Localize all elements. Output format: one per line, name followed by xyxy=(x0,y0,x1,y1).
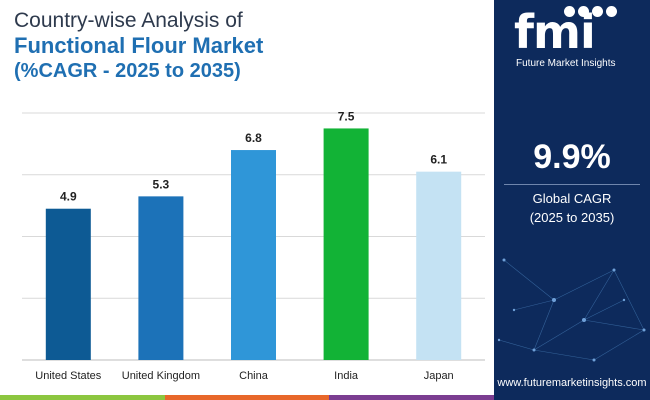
bottom-bar-segment xyxy=(329,395,495,400)
data-label: 6.8 xyxy=(245,131,262,145)
bar-united-kingdom xyxy=(138,196,184,360)
chart-title: Country-wise Analysis of Functional Flou… xyxy=(14,8,484,83)
data-label: 7.5 xyxy=(338,109,355,123)
bar-united-states xyxy=(45,208,91,360)
global-cagr-label: Global CAGR (2025 to 2035) xyxy=(494,189,650,227)
data-label: 5.3 xyxy=(153,177,170,191)
logo-dot-icon xyxy=(564,6,575,17)
logo-dot-icon xyxy=(578,6,589,17)
logo-icons xyxy=(564,4,634,20)
network-graphic xyxy=(497,258,646,362)
company-logo: fmi Future Market Insights xyxy=(494,0,650,80)
bar-china xyxy=(231,150,276,360)
global-cagr-value: 9.9% xyxy=(533,138,611,176)
website-url: www.futuremarketinsights.com xyxy=(497,377,647,389)
title-line-2: Functional Flour Market xyxy=(14,33,264,58)
logo-text: fmi xyxy=(514,5,596,59)
logo-dot-icon xyxy=(606,6,617,17)
x-tick-label: Japan xyxy=(424,370,454,382)
title-line-1: Country-wise Analysis of xyxy=(14,9,243,32)
bottom-color-bar xyxy=(0,395,495,400)
info-panel: fmi Future Market Insights 9.9% Global C… xyxy=(494,0,650,400)
x-tick-label: United States xyxy=(35,370,102,382)
bar-india xyxy=(323,128,369,360)
bottom-bar-segment xyxy=(164,395,330,400)
x-tick-label: India xyxy=(334,370,359,382)
bar-chart-svg: 4.9 United States 5.3 United Kingdom 6.8 Chin… xyxy=(22,109,485,382)
data-label: 6.1 xyxy=(430,153,447,167)
stat-label-line-1: Global CAGR xyxy=(532,191,612,206)
stat-divider xyxy=(504,184,640,185)
logo-dot-icon xyxy=(592,6,603,17)
title-line-3: (%CAGR - 2025 to 2035) xyxy=(14,60,241,82)
x-tick-label: United Kingdom xyxy=(122,370,200,382)
data-label: 4.9 xyxy=(60,190,77,204)
x-tick-label: China xyxy=(239,370,269,382)
stat-label-line-2: (2025 to 2035) xyxy=(529,210,615,225)
logo-subtitle: Future Market Insights xyxy=(516,58,616,69)
bottom-bar-segment xyxy=(0,395,165,400)
bar-japan xyxy=(416,171,462,360)
bar-chart: 4.9 United States 5.3 United Kingdom 6.8 Chin… xyxy=(0,95,490,385)
